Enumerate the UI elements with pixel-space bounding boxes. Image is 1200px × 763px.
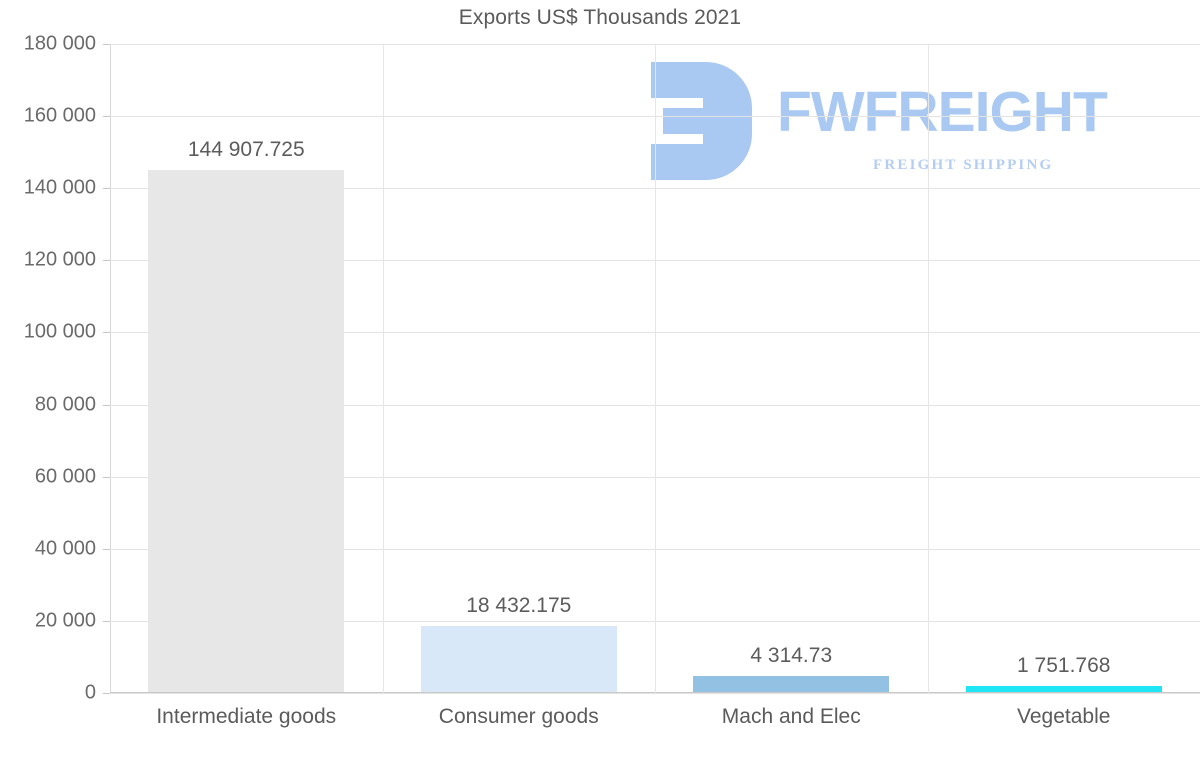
y-axis-tick-label: 40 000 <box>34 537 96 560</box>
y-axis-tick-label: 0 <box>84 681 96 704</box>
y-axis-tick-label: 80 000 <box>34 393 96 416</box>
y-axis-tick-mark <box>103 332 110 334</box>
x-axis-tick-label: Intermediate goods <box>156 705 337 728</box>
y-axis-tick-mark <box>103 188 110 190</box>
y-axis-tick-label: 20 000 <box>34 609 96 632</box>
y-axis-tick-mark <box>103 260 110 262</box>
y-axis-tick-mark <box>103 548 110 550</box>
y-axis-tick-mark <box>103 693 110 694</box>
y-axis-tick-mark <box>103 404 110 406</box>
y-axis-tick-mark <box>103 116 110 118</box>
bar[interactable] <box>420 625 617 692</box>
y-axis-tick-label: 60 000 <box>34 465 96 488</box>
gridline-vertical <box>655 44 656 693</box>
bar-value-label: 18 432.175 <box>466 593 572 617</box>
y-axis-tick-label: 120 000 <box>23 248 96 271</box>
plot-area: 144 907.725 18 432.175 4 314.73 1 751.768 <box>103 44 1200 694</box>
gridline-vertical <box>382 44 384 693</box>
y-axis-tick-label: 160 000 <box>23 104 96 127</box>
y-axis-tick-label: 100 000 <box>23 320 96 343</box>
bar-value-label: 4 314.73 <box>750 644 833 668</box>
bar[interactable] <box>693 676 890 692</box>
x-axis-tick-label: Consumer goods <box>438 705 599 728</box>
gridline-horizontal <box>110 693 1200 694</box>
x-axis-tick-label: Vegetable <box>1017 705 1111 728</box>
chart-title: Exports US$ Thousands 2021 <box>458 6 742 29</box>
y-axis-line <box>110 44 111 693</box>
y-axis-tick-label: 140 000 <box>23 176 96 199</box>
y-axis-tick-mark <box>103 476 110 478</box>
y-axis-tick-mark <box>103 44 110 45</box>
x-axis-tick-label: Mach and Elec <box>721 705 861 728</box>
bar[interactable] <box>965 685 1162 692</box>
bar-value-label: 1 751.768 <box>1017 653 1111 677</box>
y-axis-tick-label: 180 000 <box>23 32 96 55</box>
gridline-vertical <box>927 44 929 693</box>
bar[interactable] <box>148 169 345 692</box>
bar-value-label: 144 907.725 <box>187 137 305 161</box>
y-axis-tick-mark <box>103 620 110 622</box>
